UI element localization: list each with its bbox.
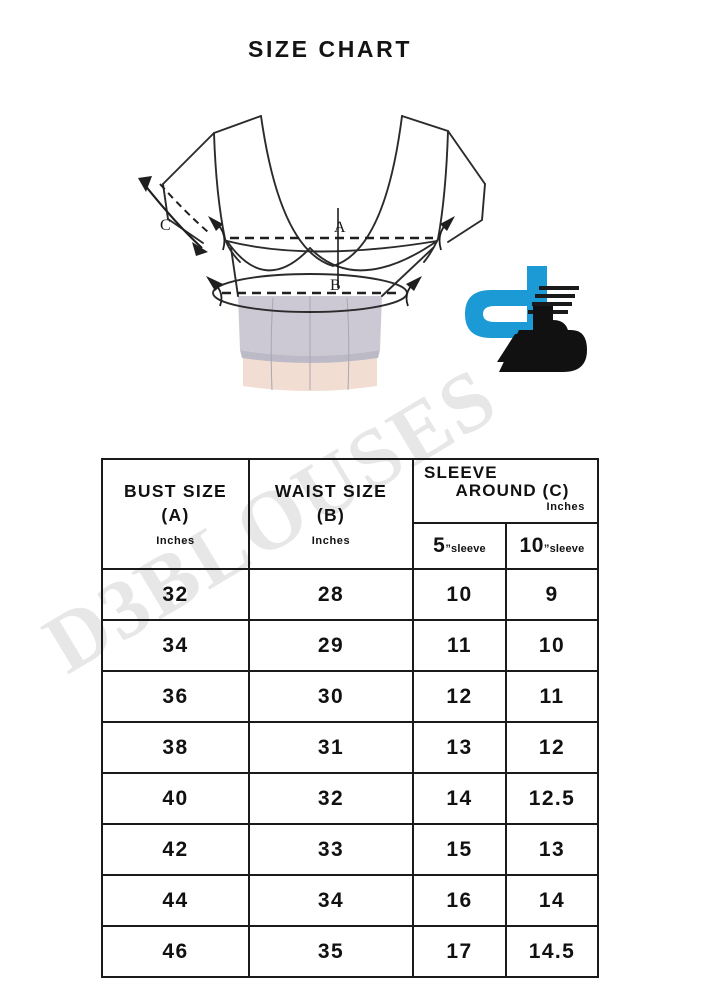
header-bust-sub: (A): [161, 504, 190, 525]
label-sleeve-c: C: [160, 217, 171, 234]
table-subheader-row: 5”sleeve 10”sleeve: [102, 522, 599, 570]
table-row: 40 32 14 12.5: [101, 772, 599, 825]
header-sleeve-5in-suffix: sleeve: [451, 543, 486, 555]
table-header-row: BUST SIZE (A) Inches WAIST SIZE (B) Inch…: [101, 458, 599, 570]
cell-s5: 14: [412, 772, 507, 825]
cell-s5: 13: [412, 721, 507, 774]
cell-s10: 11: [505, 670, 599, 723]
label-bust-a: A: [334, 219, 346, 236]
d3-blouses-logo: [455, 262, 591, 398]
cell-s5: 12: [412, 670, 507, 723]
cell-bust: 36: [101, 670, 250, 723]
cell-waist: 30: [248, 670, 414, 723]
cell-s10: 12: [505, 721, 599, 774]
header-bust-size: BUST SIZE (A) Inches: [101, 458, 250, 570]
header-sleeve-around: SLEEVE AROUND (C) Inches: [412, 458, 599, 524]
cell-waist: 34: [248, 874, 414, 927]
cell-bust: 32: [101, 568, 250, 621]
cell-waist: 32: [248, 772, 414, 825]
blouse-outline: [162, 115, 486, 313]
table-row: 46 35 17 14.5: [101, 925, 599, 978]
header-waist-unit: Inches: [311, 534, 351, 547]
cell-waist: 33: [248, 823, 414, 876]
cell-s10: 12.5: [505, 772, 599, 825]
cell-waist: 35: [248, 925, 414, 978]
header-bust-unit: Inches: [156, 534, 195, 547]
header-sleeve-10in-number: 10: [519, 534, 544, 557]
cell-s10: 9: [505, 568, 599, 621]
header-sleeve-unit: Inches: [546, 501, 585, 514]
cell-s10: 13: [505, 823, 599, 876]
header-sleeve-10in-quote: ”: [543, 543, 550, 555]
cell-s5: 10: [412, 568, 507, 621]
table-row: 36 30 12 11: [101, 670, 599, 723]
cell-bust: 42: [101, 823, 250, 876]
label-waist-b: B: [330, 277, 341, 294]
header-waist-size: WAIST SIZE (B) Inches: [248, 458, 414, 570]
cell-s10: 14.5: [505, 925, 599, 978]
measurement-markers: [138, 176, 455, 307]
header-sleeve-5in-number: 5: [433, 534, 446, 557]
table-row: 42 33 15 13: [101, 823, 599, 876]
cell-bust: 38: [101, 721, 250, 774]
header-sleeve-line1: SLEEVE: [424, 463, 498, 482]
lower-body-shapes: [238, 296, 382, 391]
cell-s5: 16: [412, 874, 507, 927]
table-row: 32 28 10 9: [101, 568, 599, 621]
header-sleeve-5in: 5”sleeve: [412, 522, 507, 570]
header-sleeve-line2: AROUND (C): [455, 480, 570, 500]
size-chart-table: BUST SIZE (A) Inches WAIST SIZE (B) Inch…: [101, 458, 599, 978]
header-sleeve-5in-quote: ”: [445, 543, 452, 555]
table-row: 34 29 11 10: [101, 619, 599, 672]
cell-bust: 44: [101, 874, 250, 927]
table-row: 44 34 16 14: [101, 874, 599, 927]
cell-waist: 28: [248, 568, 414, 621]
cell-bust: 34: [101, 619, 250, 672]
cell-bust: 46: [101, 925, 250, 978]
cell-s5: 17: [412, 925, 507, 978]
header-bust-label: BUST SIZE: [123, 481, 228, 502]
header-waist-sub: (B): [316, 504, 346, 525]
cell-s10: 10: [505, 619, 599, 672]
table-row: 38 31 13 12: [101, 721, 599, 774]
header-sleeve-10in-suffix: sleeve: [549, 543, 585, 555]
logo-black-mark: [497, 306, 587, 372]
header-sleeve-10in: 10”sleeve: [505, 522, 599, 570]
header-waist-label: WAIST SIZE: [274, 481, 388, 502]
measurement-labels: A B C: [160, 217, 346, 294]
cell-s10: 14: [505, 874, 599, 927]
logo-blue-mark: [465, 266, 547, 338]
blouse-measurement-diagram: A B C: [130, 100, 490, 420]
cell-s5: 11: [412, 619, 507, 672]
page-title: SIZE CHART: [248, 36, 412, 62]
cell-bust: 40: [101, 772, 250, 825]
cell-s5: 15: [412, 823, 507, 876]
cell-waist: 31: [248, 721, 414, 774]
cell-waist: 29: [248, 619, 414, 672]
size-chart-body: 32 28 10 9 34 29 11 10 36 30 12 11 38 31 13 12 40 32 14 12.…: [101, 568, 599, 978]
